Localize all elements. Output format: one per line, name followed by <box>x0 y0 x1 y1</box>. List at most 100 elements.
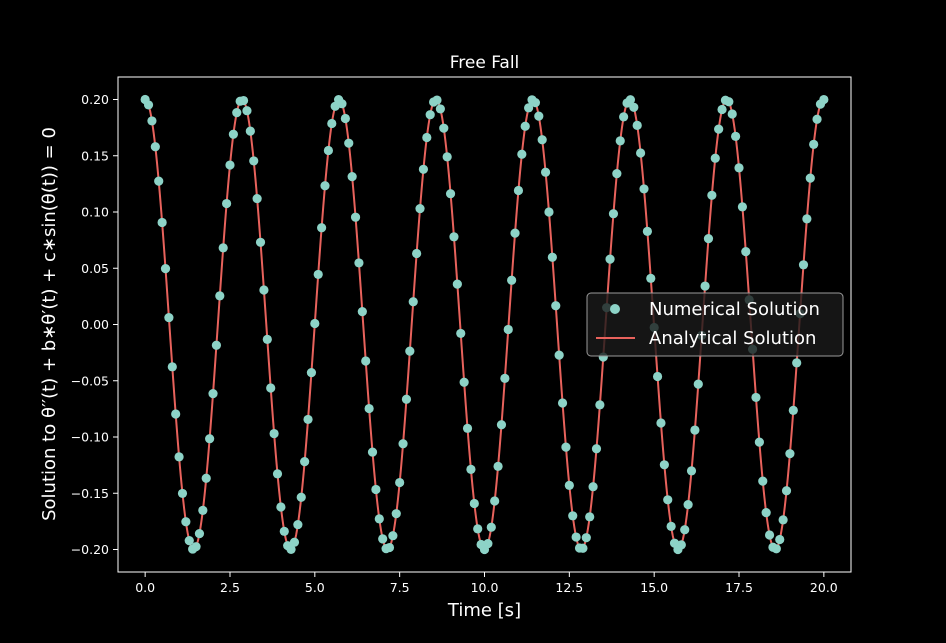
data-point-numerical <box>225 160 235 170</box>
data-point-numerical <box>171 409 181 419</box>
data-point-numerical <box>557 398 568 408</box>
data-point-numerical <box>530 98 541 108</box>
data-point-numerical <box>395 477 405 488</box>
data-point-numerical <box>445 189 456 199</box>
data-point-numerical <box>547 252 557 262</box>
data-point-numerical <box>191 542 201 552</box>
x-tick-label: 20.0 <box>810 580 838 595</box>
y-tick-label: −0.05 <box>71 373 109 388</box>
data-point-numerical <box>276 502 286 512</box>
x-tick-label: 0.0 <box>135 580 155 595</box>
data-point-numerical <box>344 138 354 148</box>
data-point-numerical <box>371 484 381 495</box>
data-point-numerical <box>612 169 622 179</box>
data-point-numerical <box>255 237 266 247</box>
data-point-numerical <box>788 405 798 415</box>
data-point-numerical <box>350 212 361 222</box>
y-tick-label: 0.00 <box>81 317 109 332</box>
data-point-numerical <box>798 260 809 270</box>
data-point-numerical <box>320 181 330 191</box>
x-tick-label: 10.0 <box>471 580 499 595</box>
data-point-numerical <box>734 163 744 173</box>
y-tick-label: 0.20 <box>81 92 109 107</box>
data-point-numerical <box>524 103 534 113</box>
x-tick-label: 2.5 <box>220 580 240 595</box>
data-point-numerical <box>442 152 452 162</box>
data-point-numerical <box>286 544 296 554</box>
data-point-numerical <box>317 223 327 233</box>
data-point-numerical <box>686 466 697 476</box>
data-point-numerical <box>456 328 466 339</box>
data-point-numerical <box>150 142 160 152</box>
data-point-numerical <box>232 108 242 118</box>
data-point-numerical <box>754 437 764 447</box>
data-point-numerical <box>211 340 222 350</box>
x-tick-label: 5.0 <box>305 580 325 595</box>
data-point-numerical <box>177 488 188 499</box>
data-point-numerical <box>310 318 320 329</box>
data-point-numerical <box>469 498 479 509</box>
data-point-numerical <box>337 99 347 109</box>
y-tick-label: 0.15 <box>81 148 109 163</box>
y-tick-label: −0.10 <box>71 430 109 445</box>
data-point-numerical <box>357 307 367 317</box>
x-tick-label: 15.0 <box>640 580 668 595</box>
data-point-numerical <box>659 460 669 470</box>
data-point-numerical <box>249 156 259 166</box>
data-point-numerical <box>693 379 703 389</box>
data-point-numerical <box>367 447 378 457</box>
data-point-numerical <box>724 97 734 107</box>
y-tick-label: −0.15 <box>71 486 109 501</box>
x-tick-label: 12.5 <box>555 580 583 595</box>
data-point-numerical <box>296 492 306 502</box>
data-point-numerical <box>636 148 646 158</box>
data-point-numerical <box>459 377 469 387</box>
data-point-numerical <box>405 346 415 356</box>
data-point-numerical <box>578 543 588 553</box>
data-point-numerical <box>201 473 211 483</box>
data-point-numerical <box>293 519 303 530</box>
data-point-numerical <box>710 153 720 163</box>
data-point-numerical <box>313 269 323 280</box>
data-point-numerical <box>354 258 364 268</box>
data-point-numerical <box>425 110 435 120</box>
data-point-numerical <box>300 457 310 467</box>
legend: Numerical Solution Analytical Solution <box>586 292 844 357</box>
legend-frame <box>586 292 844 357</box>
data-point-numerical <box>378 534 388 544</box>
data-point-numerical <box>503 324 513 335</box>
data-point-numerical <box>714 124 724 134</box>
data-point-numerical <box>812 114 822 124</box>
data-point-numerical <box>289 537 300 547</box>
y-axis-label: Solution to θ′′(t) + b∗θ′(t) + c∗sin(θ(t… <box>39 127 60 521</box>
data-point-numerical <box>646 273 656 283</box>
data-point-numerical <box>778 515 788 525</box>
data-point-numerical <box>666 521 676 531</box>
data-point-numerical <box>771 544 781 554</box>
data-point-numerical <box>483 539 493 549</box>
data-point-numerical <box>160 264 171 274</box>
data-point-numerical <box>415 203 425 214</box>
data-point-numerical <box>632 120 642 130</box>
data-point-numerical <box>266 383 276 393</box>
data-point-numerical <box>154 176 164 186</box>
data-point-numerical <box>802 214 812 224</box>
data-point-numerical <box>781 486 792 496</box>
data-point-numerical <box>703 234 714 244</box>
data-point-numerical <box>208 389 218 399</box>
data-point-numerical <box>391 509 401 519</box>
x-axis-label: Time [s] <box>447 600 521 621</box>
data-point-numerical <box>717 104 727 115</box>
data-point-numerical <box>473 524 483 534</box>
data-point-numerical <box>252 193 262 204</box>
data-point-numerical <box>215 291 225 301</box>
legend-label-analytical: Analytical Solution <box>649 328 816 349</box>
data-point-numerical <box>147 116 157 126</box>
data-point-numerical <box>554 350 564 360</box>
data-point-numerical <box>245 126 255 136</box>
data-point-numerical <box>279 526 289 536</box>
data-point-numerical <box>435 104 445 114</box>
data-point-numerical <box>174 452 184 462</box>
data-point-numerical <box>537 135 547 145</box>
